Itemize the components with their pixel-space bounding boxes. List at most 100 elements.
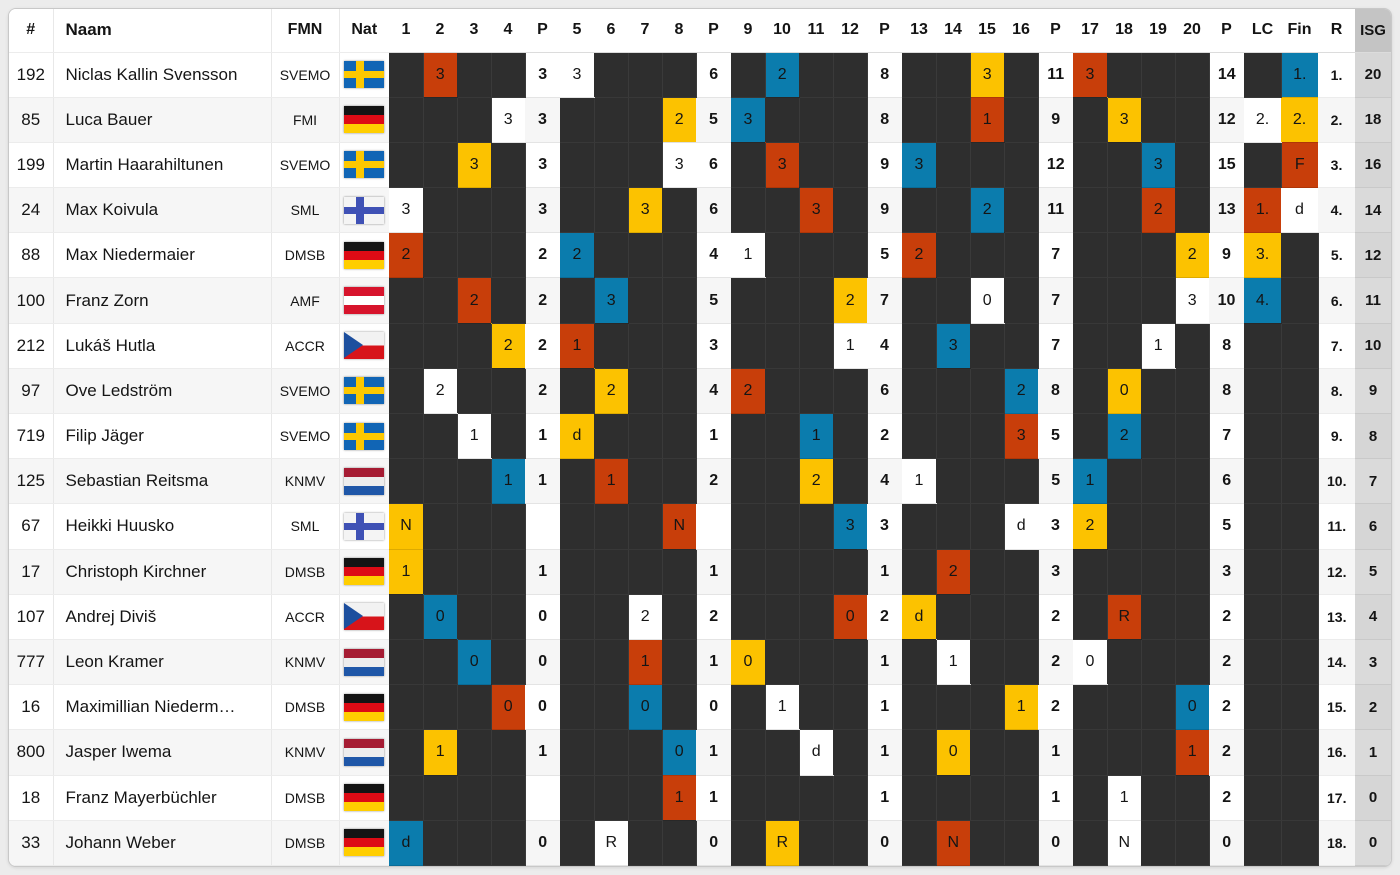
- rider-number: 97: [9, 368, 54, 415]
- heat-11-cell: [799, 52, 834, 98]
- heat-1-cell: [389, 368, 424, 415]
- rider-number: 88: [9, 232, 54, 279]
- points-subtotal-cell: 0: [696, 684, 731, 731]
- points-subtotal-cell: 8: [1038, 368, 1073, 415]
- rank-cell: 3.: [1318, 142, 1355, 189]
- heat-5-cell: [560, 594, 595, 640]
- final-cell: F: [1281, 142, 1318, 189]
- heat-14-cell: 3: [936, 323, 970, 369]
- col-header-isg: ISG: [1355, 9, 1391, 53]
- rider-number: 85: [9, 97, 54, 143]
- rider-name: Christoph Kirchner: [53, 549, 272, 595]
- heat-10-cell: [765, 458, 800, 505]
- points-subtotal-cell: 6: [867, 368, 902, 415]
- heat-1-cell: [389, 594, 424, 640]
- heat-1-cell: [389, 323, 424, 369]
- heat-16-cell: [1004, 187, 1039, 234]
- heat-17-cell: [1073, 277, 1108, 324]
- heat-12-cell: [833, 142, 868, 189]
- rider-name: Niclas Kallin Svensson: [53, 52, 272, 98]
- heat-6-cell: [594, 187, 629, 234]
- heat-14-cell: [936, 368, 971, 415]
- rider-nat-cell: [339, 323, 389, 369]
- heat-11-cell: [799, 503, 834, 550]
- heat-17-cell: [1073, 323, 1108, 369]
- points-subtotal-cell: 0: [525, 639, 560, 686]
- heat-15-cell: [970, 549, 1005, 595]
- rider-nat-cell: [339, 232, 389, 279]
- rider-number: 33: [9, 820, 54, 866]
- heat-9-cell: 0: [731, 639, 765, 686]
- rider-name: Leon Kramer: [53, 639, 272, 686]
- col-header-points-4: P: [1038, 9, 1073, 53]
- rider-row: 192 Niclas Kallin Svensson SVEMO 3 3 3 6 2 8 3 11 3…: [9, 52, 1391, 98]
- heat-20-cell: 0: [1175, 684, 1209, 731]
- heat-19-cell: 3: [1141, 142, 1175, 189]
- isg-points-cell: 6: [1355, 503, 1391, 550]
- points-subtotal-cell: 2: [525, 323, 560, 369]
- rider-nat-cell: [339, 142, 389, 189]
- header-row: # Naam FMN Nat 1 2 3 4 P 5 6 7 8 P 9 10 11 12 P 13 14 15 16 P 17…: [9, 9, 1391, 53]
- heat-4-cell: [491, 594, 526, 640]
- heat-7-cell: [628, 458, 663, 505]
- heat-11-cell: d: [799, 729, 833, 776]
- isg-points-cell: 11: [1355, 277, 1391, 324]
- heat-19-cell: [1141, 594, 1176, 640]
- points-subtotal-cell: 6: [696, 142, 731, 189]
- heat-1-cell: [389, 684, 424, 731]
- final-cell: [1281, 549, 1319, 595]
- points-subtotal-cell: 1: [525, 729, 560, 776]
- heat-12-cell: 1: [833, 323, 867, 369]
- heat-9-cell: [731, 187, 766, 234]
- heat-6-cell: [594, 52, 629, 98]
- rider-name: Martin Haarahiltunen: [53, 142, 272, 189]
- heat-17-cell: [1073, 97, 1108, 143]
- heat-11-cell: [799, 232, 834, 279]
- rider-nat-cell: [339, 52, 389, 98]
- heat-9-cell: [731, 458, 766, 505]
- final-cell: [1281, 232, 1319, 279]
- heat-3-cell: [457, 458, 492, 505]
- heat-14-cell: [936, 97, 971, 143]
- points-subtotal-cell: 7: [1038, 277, 1073, 324]
- points-subtotal-cell: 1: [867, 775, 902, 821]
- heat-3-cell: [457, 323, 492, 369]
- heat-19-cell: [1141, 413, 1176, 460]
- col-header-points-5: P: [1209, 9, 1244, 53]
- heat-20-cell: [1175, 368, 1210, 415]
- points-subtotal-cell: 2: [867, 594, 902, 640]
- rider-row: 88 Max Niedermaier DMSB 2 2 2 4 1 5 2 7 2 9 3. 5. 12: [9, 232, 1391, 279]
- isg-points-cell: 8: [1355, 413, 1391, 460]
- heat-2-cell: [423, 323, 458, 369]
- heat-16-cell: d: [1004, 503, 1038, 550]
- heat-4-cell: 3: [491, 97, 525, 143]
- heat-8-cell: [662, 52, 697, 98]
- points-subtotal-cell: 1: [525, 413, 560, 460]
- heat-1-cell: [389, 775, 424, 821]
- heat-11-cell: [799, 549, 834, 595]
- heat-8-cell: [662, 413, 697, 460]
- heat-12-cell: 2: [833, 277, 867, 324]
- rank-cell: 7.: [1318, 323, 1355, 369]
- points-subtotal-cell: 2: [696, 458, 731, 505]
- heat-16-cell: [1004, 775, 1039, 821]
- heat-1-cell: [389, 729, 424, 776]
- heat-12-cell: [833, 820, 868, 866]
- points-subtotal-cell: 4: [696, 232, 731, 279]
- points-subtotal-cell: [525, 503, 560, 550]
- isg-points-cell: 20: [1355, 52, 1391, 98]
- heat-13-cell: [902, 775, 937, 821]
- heat-15-cell: [970, 142, 1005, 189]
- heat-19-cell: [1141, 277, 1176, 324]
- rank-cell: 6.: [1318, 277, 1355, 324]
- heat-10-cell: [765, 323, 800, 369]
- heat-13-cell: [902, 820, 937, 866]
- rider-name: Heikki Huusko: [53, 503, 272, 550]
- heat-15-cell: [970, 458, 1005, 505]
- cze-flag-icon: [344, 332, 385, 360]
- heat-20-cell: [1175, 323, 1210, 369]
- heat-12-cell: [833, 368, 868, 415]
- heat-9-cell: [731, 684, 766, 731]
- rider-nat-cell: [339, 277, 389, 324]
